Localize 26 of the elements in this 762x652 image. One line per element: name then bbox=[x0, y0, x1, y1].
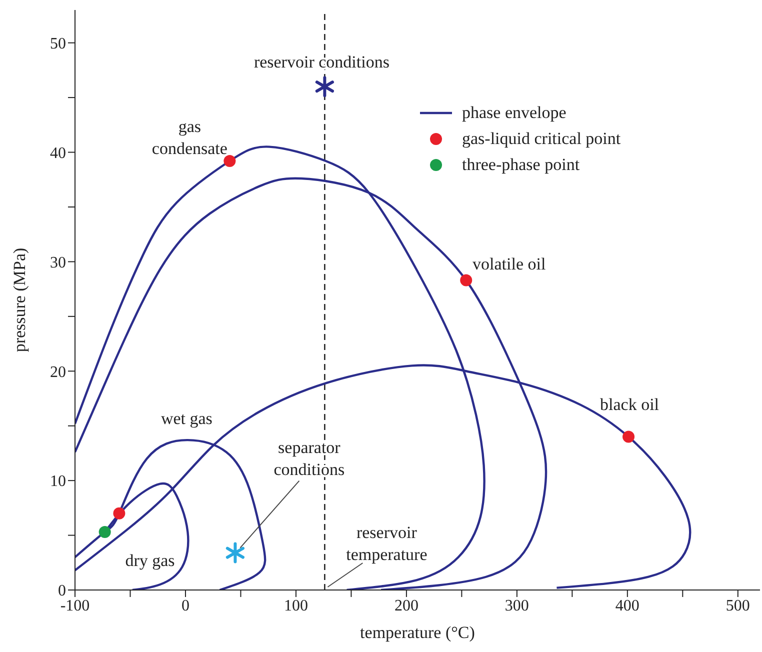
annotation: gas condensate bbox=[152, 116, 228, 158]
x-tick-label: 300 bbox=[504, 597, 529, 614]
y-axis-title: pressure (MPa) bbox=[10, 248, 30, 352]
legend-label: three-phase point bbox=[462, 154, 580, 176]
y-tick-label: 50 bbox=[50, 36, 66, 53]
annotation: wet gas bbox=[160, 408, 212, 428]
y-tick-label: 0 bbox=[58, 582, 66, 600]
legend-label: gas-liquid critical point bbox=[462, 128, 621, 150]
annotation: reservoir conditions bbox=[254, 52, 390, 72]
x-tick-label: -100 bbox=[60, 597, 90, 614]
x-tick-label: 0 bbox=[181, 597, 190, 614]
annotation: dry gas bbox=[125, 550, 175, 570]
annotation: volatile oil bbox=[472, 254, 546, 273]
x-axis-title: temperature (°C) bbox=[360, 623, 475, 642]
y-tick-label: 20 bbox=[50, 364, 66, 381]
x-tick-label: 500 bbox=[726, 597, 750, 614]
y-tick-label: 10 bbox=[50, 473, 66, 490]
x-tick-label: 100 bbox=[284, 597, 308, 614]
y-tick-label: 40 bbox=[50, 144, 66, 162]
x-tick-label: 400 bbox=[615, 597, 640, 614]
annotation: reservoir temperature bbox=[346, 522, 428, 564]
annotation: separator conditions bbox=[274, 437, 345, 478]
y-tick-label: 30 bbox=[50, 254, 66, 272]
x-tick-label: 200 bbox=[394, 597, 418, 614]
annotation: black oil bbox=[600, 394, 660, 414]
legend-label: phase envelope bbox=[462, 102, 566, 124]
